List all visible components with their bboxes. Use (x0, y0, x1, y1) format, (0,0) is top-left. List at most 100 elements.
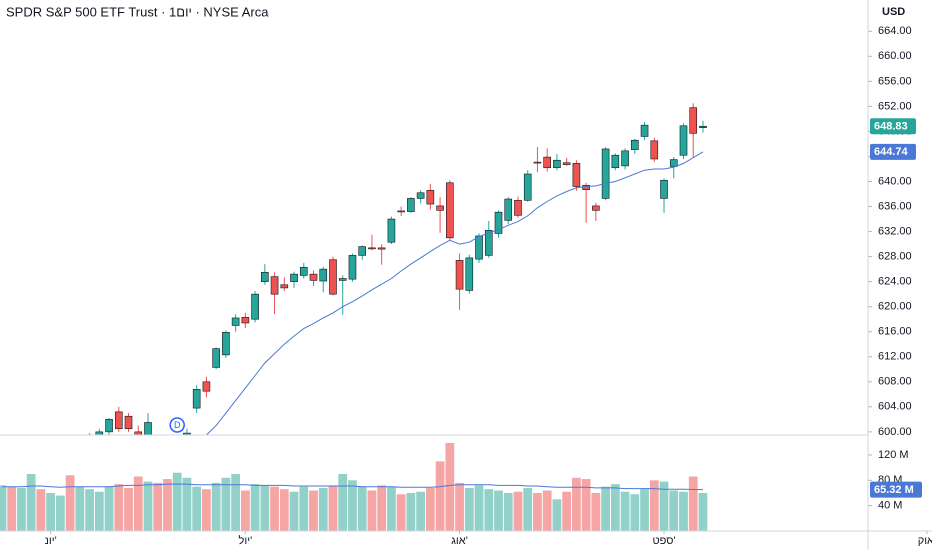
candle-body (436, 205, 444, 211)
candle-body (640, 124, 649, 137)
candle-body (95, 431, 104, 435)
volume-bar (75, 486, 85, 531)
y-tick-label: 628.00 (878, 251, 912, 263)
candle-body (241, 317, 250, 324)
volume-bar (601, 486, 610, 531)
volume-bar (630, 494, 640, 531)
candle-body (270, 276, 279, 295)
candle-body (446, 182, 454, 239)
candle-body (309, 273, 318, 281)
volume-bar (124, 487, 133, 531)
volume-bar (221, 477, 231, 531)
candle-body (407, 198, 415, 212)
volume-bar (367, 490, 377, 531)
chart-title: SPDR S&P 500 ETF Trust · 1יום · NYSE Arc… (6, 4, 269, 19)
ma-line (206, 151, 704, 435)
y-tick-label: 660.00 (878, 50, 912, 62)
volume-bar (36, 489, 46, 531)
candle-body (669, 159, 678, 167)
volume-bar (279, 489, 289, 531)
candle-body (387, 218, 396, 243)
y-tick-label: 652.00 (878, 100, 912, 112)
volume-bar (94, 491, 104, 531)
volume-bar (338, 474, 348, 531)
candle-body (679, 125, 688, 156)
candle-body (290, 273, 298, 282)
volume-tick-label: 120 M (878, 449, 909, 461)
candle-body (338, 278, 347, 281)
volume-bar (250, 484, 260, 531)
candle-body (251, 293, 259, 320)
candle-body (183, 432, 191, 435)
volume-bar (85, 489, 94, 531)
candle-body (114, 411, 123, 430)
y-tick-label: 640.00 (878, 175, 912, 187)
volume-bar (542, 490, 552, 531)
y-tick-label: 608.00 (878, 376, 912, 388)
candle-body (416, 192, 425, 199)
volume-bar (640, 489, 649, 531)
volume-bar (581, 479, 591, 531)
ma-price-label: 644.74 (874, 146, 909, 158)
event-marker (169, 417, 185, 433)
volume-bar (387, 486, 396, 531)
volume-bar (270, 486, 279, 531)
volume-bar (202, 489, 211, 531)
volume-bar (377, 485, 387, 531)
candle-body (319, 268, 328, 282)
volume-bar (231, 474, 241, 531)
volume-bar (357, 486, 367, 531)
volume-bar (55, 495, 65, 531)
volume-bar (0, 485, 7, 531)
volume-bar (17, 487, 26, 531)
y-tick-label: 620.00 (878, 301, 912, 313)
volume-bar (552, 499, 562, 531)
candle-body (533, 161, 542, 164)
volume-bar (610, 484, 620, 531)
volume-pane (0, 442, 708, 531)
candle-body (611, 154, 620, 169)
last-price-label: 648.83 (874, 121, 908, 133)
volume-bar (133, 476, 143, 531)
volume-bar (649, 480, 659, 531)
candle-body (202, 381, 211, 392)
volume-bar (494, 490, 503, 531)
candle-body (699, 125, 707, 128)
volume-bar (396, 494, 406, 531)
candle-body (426, 189, 435, 205)
candle-body (329, 259, 337, 295)
volume-bar (172, 472, 182, 531)
volume-bar (513, 491, 523, 531)
volume-bar (591, 493, 601, 531)
candle-body (689, 107, 698, 134)
axes: 600.00 604.00 608.00 612.00 616.00 620.00 624.… (45, 25, 932, 547)
volume-bar (474, 485, 484, 531)
candle-body (261, 271, 269, 282)
volume-bar (455, 482, 464, 531)
volume-bar (104, 486, 114, 531)
volume-bar (406, 493, 416, 531)
candle-body (231, 317, 240, 326)
candle-body (592, 205, 600, 211)
price-pane: D (89, 103, 707, 435)
candle-body (134, 431, 143, 435)
volume-bar (679, 491, 688, 531)
y-tick-label: 636.00 (878, 200, 912, 212)
volume-ma-tag-bg (870, 481, 922, 498)
volume-bar (289, 491, 299, 531)
x-tick-label: אוק' (918, 535, 932, 547)
volume-ma-tag: 65.32 M (874, 484, 914, 496)
candle-body (621, 150, 629, 167)
y-tick-label: 632.00 (878, 225, 912, 237)
candle-body (660, 179, 668, 199)
volume-bar (503, 493, 513, 531)
volume-bar (659, 481, 669, 531)
y-tick-label: 604.00 (878, 401, 912, 413)
volume-bar (143, 481, 153, 531)
candle-body (562, 162, 571, 165)
volume-bar (260, 485, 270, 531)
y-tick-label: 656.00 (878, 75, 912, 87)
volume-tick-label: 40 M (878, 500, 902, 512)
volume-bar (192, 486, 202, 531)
candle-body (299, 266, 308, 276)
